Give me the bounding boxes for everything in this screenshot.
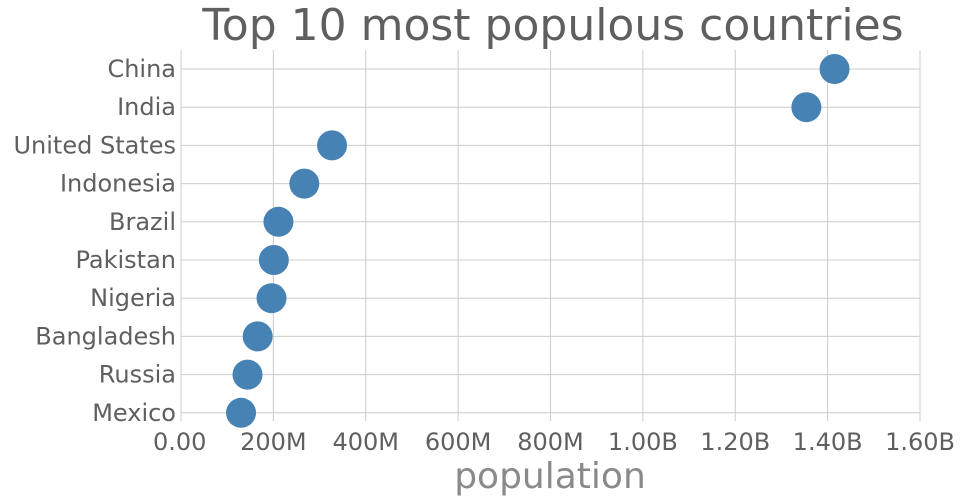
data-point — [289, 168, 320, 199]
chart-title: Top 10 most populous countries — [201, 0, 903, 51]
category-label: Mexico — [92, 399, 176, 427]
x-tick-label: 1.00B — [608, 428, 678, 456]
data-point — [256, 283, 287, 314]
x-tick-label: 400M — [332, 428, 399, 456]
x-tick-label: 800M — [517, 428, 584, 456]
y-axis-labels: China India United States Indonesia Brazil Pa… — [13, 55, 176, 427]
data-point — [791, 92, 822, 123]
category-label: Brazil — [109, 208, 176, 236]
x-tick-label: 600M — [425, 428, 492, 456]
category-label: Indonesia — [60, 170, 176, 198]
data-point — [232, 359, 263, 390]
data-point — [263, 206, 294, 237]
category-label: China — [107, 55, 176, 83]
x-tick-label: 0.00 — [153, 428, 206, 456]
x-tick-label: 1.60B — [885, 428, 955, 456]
grid — [180, 50, 921, 421]
data-point — [258, 245, 289, 275]
category-label: Bangladesh — [35, 322, 176, 350]
x-axis-title: population — [454, 456, 646, 497]
data-point — [317, 130, 348, 161]
x-tick-label: 1.40B — [793, 428, 863, 456]
x-axis-labels: 0.00 200M 400M 600M 800M 1.00B 1.20B 1.40B 1.60B — [153, 428, 955, 456]
x-tick-label: 200M — [240, 428, 307, 456]
data-point — [819, 54, 850, 84]
category-label: Pakistan — [76, 246, 177, 274]
category-label: Nigeria — [90, 284, 176, 312]
category-label: India — [117, 93, 176, 121]
x-tick-label: 1.20B — [700, 428, 770, 456]
data-point — [226, 397, 257, 428]
category-label: United States — [13, 131, 176, 159]
category-label: Russia — [99, 361, 176, 389]
data-points — [226, 54, 850, 428]
data-point — [242, 321, 273, 352]
